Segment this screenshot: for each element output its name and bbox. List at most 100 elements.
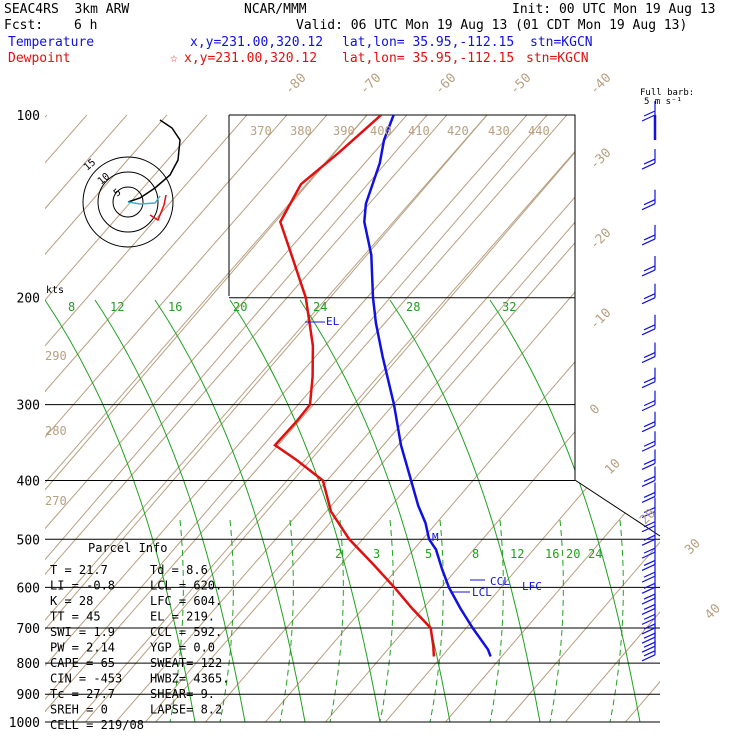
hodograph-ring-label: 5 <box>112 187 124 199</box>
isotherm-label: -40 <box>587 71 614 98</box>
dry-adiabat-line <box>0 100 20 740</box>
pressure-tick-700: 700 <box>17 622 40 637</box>
wind-barb <box>641 367 656 389</box>
adiabat-label: 290 <box>45 349 67 363</box>
model-title: SEAC4RS 3km ARW <box>4 2 130 17</box>
dry-adiabat-line <box>45 115 141 722</box>
parcel-param-right: CCL = 592. <box>150 625 222 639</box>
mixing-ratio-line <box>169 519 184 722</box>
parcel-param-right: LFC = 604. <box>150 594 222 608</box>
mixing-label-upper: 28 <box>406 300 420 314</box>
dry-adiabat-line <box>45 115 581 722</box>
parcel-param-left: PW = 2.14 <box>50 641 115 655</box>
adiabat-label: 270 <box>45 494 67 508</box>
parcel-param-right: LCL = 620. <box>150 579 222 593</box>
valid-time: Valid: 06 UTC Mon 19 Aug 13 (01 CDT Mon … <box>296 18 688 33</box>
parcel-param-right: SWEAT= 122 <box>150 656 222 670</box>
temperature-station: stn=KGCN <box>530 35 593 50</box>
temperature-latlon: lat,lon= 35.95,-112.15 <box>342 35 515 50</box>
hodograph-units: kts <box>46 285 64 296</box>
wind-barb <box>641 342 656 364</box>
wind-barb <box>641 466 656 487</box>
wind-barb <box>641 189 656 211</box>
forecast-hours: 6 h <box>74 18 98 33</box>
hodograph-ring <box>82 156 174 248</box>
adiabat-label: 380 <box>290 124 312 138</box>
parcel-param-left: LI = -0.8 <box>50 579 115 593</box>
hodograph-ring <box>112 186 144 218</box>
forecast-label: Fcst: <box>4 18 44 33</box>
isotherm-line <box>489 115 660 722</box>
hodograph-trace <box>127 119 181 203</box>
hodograph-red-trace <box>149 194 167 222</box>
adiabat-label: 370 <box>250 124 272 138</box>
wind-barb <box>641 640 656 662</box>
hodograph-low-trace <box>127 195 161 205</box>
wind-barb <box>641 449 656 470</box>
parcel-param-left: CAPE = 65 <box>50 656 115 670</box>
barb-legend-line1: Full barb: <box>640 88 694 98</box>
dewpoint-legend-label: Dewpoint <box>8 51 71 66</box>
dry-adiabat-line <box>99 115 660 722</box>
wind-barb <box>641 573 656 594</box>
wind-barb <box>641 525 656 546</box>
isotherm-line <box>549 115 660 722</box>
parcel-param-left: Tc = 27.7 <box>50 687 115 701</box>
pressure-tick-500: 500 <box>17 533 40 548</box>
hodograph-ring-label: 10 <box>96 171 112 187</box>
wind-barb <box>641 497 656 519</box>
mixing-label-upper: 24 <box>313 300 327 314</box>
isotherm-label: 0 <box>587 402 603 418</box>
dewpoint-station: stn=KGCN <box>526 51 589 66</box>
barb-legend-line2: 5 m s⁻¹ <box>644 97 682 107</box>
pressure-tick-400: 400 <box>17 474 40 489</box>
mixing-ratio-line <box>489 519 504 722</box>
mixing-label-lower: 2 <box>335 547 342 561</box>
mixing-label-lower: 24 <box>588 547 602 561</box>
isotherm-label: 40 <box>702 601 724 623</box>
isotherm-label: -20 <box>587 226 614 253</box>
parcel-info-title: Parcel Info <box>88 541 167 555</box>
parcel-param-right: HWBZ= 4365. <box>150 672 229 686</box>
lcl-label: LCL <box>472 586 492 599</box>
dry-adiabat-line <box>45 115 541 722</box>
isotherm-label: -80 <box>282 71 309 98</box>
mixing-ratio-line <box>549 519 564 722</box>
isotherm-line <box>429 115 660 722</box>
parcel-param-left: SWI = 1.9 <box>50 625 115 639</box>
dry-adiabat-line <box>45 115 341 722</box>
pressure-tick-100: 100 <box>17 109 40 124</box>
wind-barb <box>641 224 656 246</box>
parcel-param-left: CIN = -453 <box>50 672 122 686</box>
pressure-tick-1000: 1000 <box>9 716 40 731</box>
adiabat-label: 410 <box>408 124 430 138</box>
parcel-param-left: SREH = 0 <box>50 703 108 717</box>
temperature-legend-label: Temperature <box>8 35 95 50</box>
pressure-tick-200: 200 <box>17 292 40 307</box>
isotherm-label: 30 <box>682 536 704 558</box>
dry-adiabat-line <box>45 115 261 722</box>
moist-adiabat <box>154 299 306 722</box>
moist-adiabat <box>299 299 451 722</box>
dry-adiabat-line <box>139 115 660 722</box>
mixing-label-upper: 16 <box>168 300 182 314</box>
mixing-ratio-line <box>329 519 344 722</box>
parcel-param-left: CELL = 219/08 <box>50 718 144 732</box>
mixing-label-upper: 32 <box>502 300 516 314</box>
mixing-label-lower: 12 <box>510 547 524 561</box>
adiabat-label: 440 <box>528 124 550 138</box>
wind-barb <box>641 101 656 122</box>
dewpoint-latlon: lat,lon= 35.95,-112.15 <box>342 51 515 66</box>
dry-adiabat-line <box>45 115 301 722</box>
dewpoint-star-icon: ☆ <box>170 51 178 66</box>
isotherm-label: 20 <box>637 506 659 528</box>
el-label: EL <box>326 315 340 328</box>
temperature-xy: x,y=231.00,320.12 <box>190 35 324 50</box>
moist-adiabat <box>45 299 196 722</box>
adiabat-label: 280 <box>45 424 67 438</box>
mixing-label-lower: 8 <box>472 547 479 561</box>
hodograph-ring <box>97 171 159 233</box>
isotherm-line <box>45 115 441 722</box>
wind-barb <box>641 149 656 170</box>
